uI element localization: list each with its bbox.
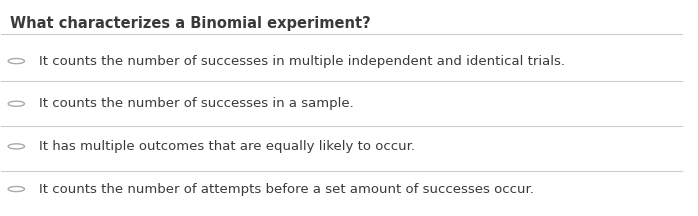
- Text: It counts the number of successes in a sample.: It counts the number of successes in a s…: [39, 97, 354, 110]
- Text: It counts the number of attempts before a set amount of successes occur.: It counts the number of attempts before …: [39, 183, 534, 195]
- Text: What characterizes a Binomial experiment?: What characterizes a Binomial experiment…: [10, 16, 371, 31]
- Text: It counts the number of successes in multiple independent and identical trials.: It counts the number of successes in mul…: [39, 55, 565, 68]
- Text: It has multiple outcomes that are equally likely to occur.: It has multiple outcomes that are equall…: [39, 140, 415, 153]
